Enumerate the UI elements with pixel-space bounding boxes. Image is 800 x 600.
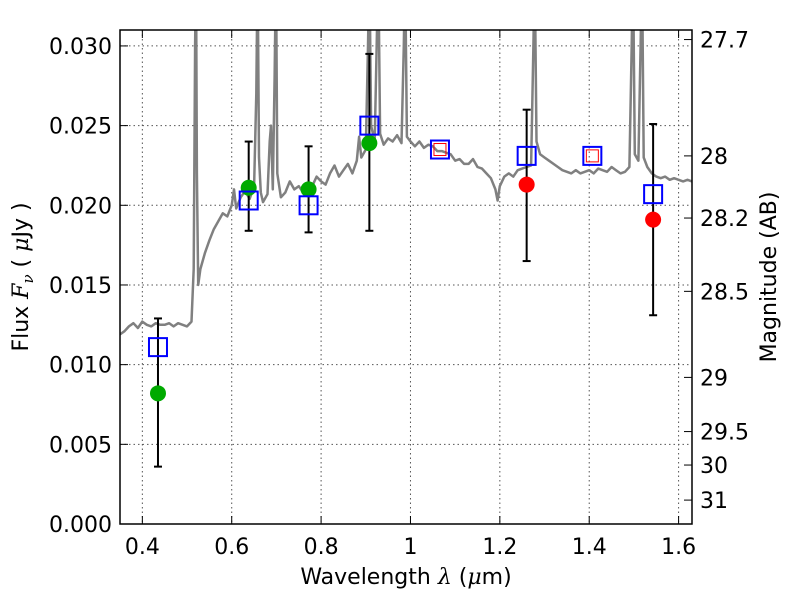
y-tick-label: 0.025 <box>49 115 112 140</box>
model-box <box>582 145 603 166</box>
spectrum-line <box>120 30 692 336</box>
model-box <box>298 195 319 216</box>
x-tick-label: 1.4 <box>572 535 607 560</box>
right-tick-label: 30 <box>700 454 728 479</box>
plot-frame <box>119 29 693 525</box>
observed-point <box>300 181 317 198</box>
observed-point <box>361 135 378 152</box>
y-tick-label: 0.000 <box>49 513 112 538</box>
model-box-inner <box>433 143 447 157</box>
right-tick-label: 28.5 <box>700 280 749 305</box>
model-box <box>147 337 168 358</box>
model-box <box>643 184 664 205</box>
x-tick-label: 1.6 <box>661 535 696 560</box>
model-box <box>359 115 380 136</box>
observed-point <box>240 179 257 196</box>
right-tick-label: 28.2 <box>700 207 749 232</box>
right-tick-label: 29.5 <box>700 421 749 446</box>
right-axis-label: Magnitude (AB) <box>757 192 782 363</box>
x-tick-label: 1.2 <box>482 535 517 560</box>
y-tick-label: 0.020 <box>49 194 112 219</box>
right-tick-label: 28 <box>700 145 728 170</box>
model-photometry-boxes <box>147 115 664 358</box>
observed-point <box>149 385 166 402</box>
x-tick-label: 0.6 <box>214 535 249 560</box>
observed-point <box>518 176 535 193</box>
x-tick-label: 0.8 <box>304 535 339 560</box>
model-box <box>516 145 537 166</box>
right-tick-label: 27.7 <box>700 29 749 54</box>
y-tick-label: 0.010 <box>49 354 112 379</box>
right-tick-label: 31 <box>700 489 728 514</box>
observed-points <box>149 135 662 402</box>
x-tick-label: 0.4 <box>125 535 160 560</box>
y-tick-label: 0.015 <box>49 274 112 299</box>
y-axis-label: Flux Fν ( μJy ) <box>9 202 37 351</box>
x-tick-label: 1 <box>403 535 417 560</box>
right-tick-label: 29 <box>700 366 728 391</box>
x-axis-label: Wavelength λ (μm) <box>300 565 511 590</box>
y-tick-label: 0.005 <box>49 433 112 458</box>
axis-ticks: 0.4 0.6 0.8 1 1.2 1.4 1.6 0.000 0.005 0.010 0.015 0… <box>49 29 749 560</box>
model-box <box>429 139 450 160</box>
spectrum-series <box>120 30 692 336</box>
model-box-inner <box>585 149 599 163</box>
observed-point <box>645 211 662 228</box>
y-tick-label: 0.030 <box>49 35 112 60</box>
model-box <box>238 190 259 211</box>
